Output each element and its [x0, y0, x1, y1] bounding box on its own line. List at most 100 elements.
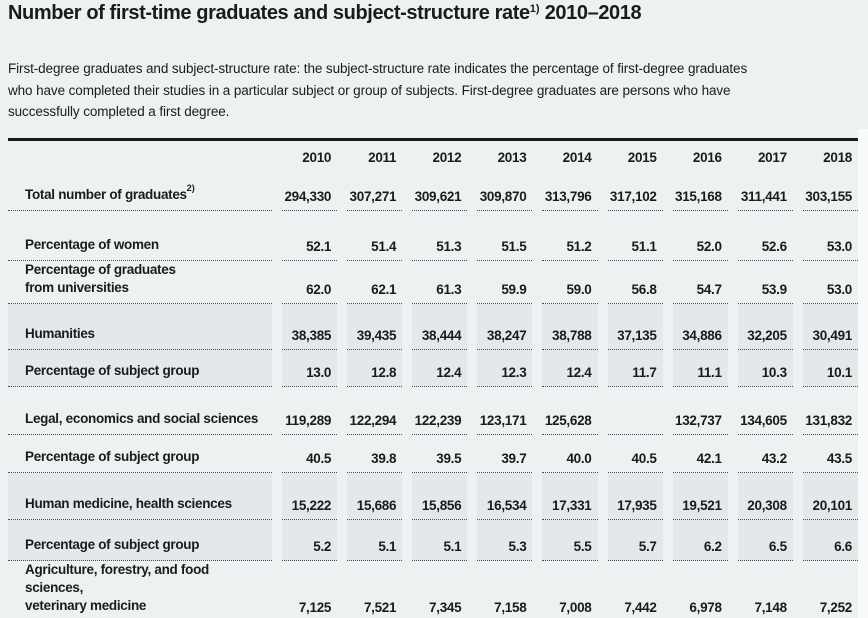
year-column-header: 2010 — [302, 149, 332, 165]
year-column-header: 2011 — [368, 149, 397, 165]
table-cell: 309,870 — [477, 175, 533, 211]
graduates-table: 2010 2011 2012 2013 2014 2015 2016 2017 2018 Tota… — [8, 141, 858, 618]
table-row: Legal, economics and social sciences 119,… — [8, 387, 858, 435]
table-cell: 313,796 — [542, 175, 598, 211]
page-title-years: 2010–2018 — [539, 2, 642, 24]
table-cell: 11.1 — [672, 349, 728, 387]
table-cell: 54.7 — [672, 261, 728, 304]
table-cell: 59.0 — [542, 261, 598, 304]
table-row: Percentage of subject group 40.5 39.8 39.5 3… — [8, 435, 858, 473]
year-column-header: 2017 — [757, 149, 787, 165]
table-cell: 51.3 — [412, 211, 468, 261]
row-label: Total number of graduates 2) — [8, 175, 273, 211]
table-cell: 122,239 — [412, 387, 468, 435]
row-label-text: Legal, economics and social sciences — [25, 410, 259, 426]
table-row: Percentage of graduates from universitie… — [8, 261, 858, 304]
table-cell: 17,935 — [607, 472, 663, 520]
table-cell: 38,444 — [412, 303, 468, 350]
table-cell: 12.3 — [477, 349, 533, 387]
table-cell: 311,441 — [737, 175, 793, 211]
table-cell: 5.7 — [607, 519, 663, 561]
table-cell: 52.1 — [282, 211, 338, 261]
table-cell: 39.5 — [412, 435, 468, 473]
row-label-text: Percentage of subject group — [25, 448, 200, 464]
table-cell: 7,252 — [803, 561, 858, 618]
table-cell: 132,737 — [672, 387, 728, 435]
year-column-header: 2016 — [692, 149, 722, 165]
table-cell: 303,155 — [802, 175, 858, 211]
table-cell: 51.5 — [477, 211, 533, 261]
table-cell: 53.0 — [802, 261, 858, 304]
row-label-text: Percentage of women — [25, 236, 159, 252]
table-cell: 20,101 — [802, 472, 858, 520]
intro-paragraph: First-degree graduates and subject-struc… — [8, 61, 748, 119]
table-cell: 39.8 — [347, 435, 403, 473]
header-label-spacer — [8, 141, 272, 175]
table-cell: 56.8 — [607, 261, 663, 304]
table-row: Percentage of subject group 5.2 5.1 5.1 5.3 5… — [8, 519, 858, 561]
row-label: Percentage of women — [8, 211, 273, 261]
table-cell: 10.3 — [737, 349, 793, 387]
table-cell: 61.3 — [412, 261, 468, 304]
table-cell: 32,205 — [737, 303, 793, 350]
table-cell: 123,171 — [477, 387, 533, 435]
year-column-header: 2014 — [562, 149, 592, 165]
table-cell: 122,294 — [347, 387, 403, 435]
table-cell: 59.9 — [477, 261, 533, 304]
table-cell: 37,135 — [607, 303, 663, 350]
table-cell: 5.1 — [412, 519, 468, 561]
row-label: Percentage of subject group — [8, 349, 273, 387]
row-label-text: Agriculture, forestry, and food sciences… — [25, 561, 209, 613]
table-cell: 40.5 — [607, 435, 663, 473]
table-cell: 13.0 — [282, 349, 338, 387]
table-cell: 62.0 — [282, 261, 338, 304]
row-label: Percentage of subject group — [8, 435, 273, 473]
table-cell: 12.4 — [542, 349, 598, 387]
table-cell: 10.1 — [802, 349, 858, 387]
table-cell: 317,102 — [607, 175, 663, 211]
table-cell: 40.0 — [542, 435, 598, 473]
row-label: Percentage of graduates from universitie… — [8, 261, 273, 304]
table-cell: 39,435 — [347, 303, 403, 350]
table-cell — [607, 387, 663, 435]
table-row: Percentage of women 52.1 51.4 51.3 51.5 51.2 5… — [8, 211, 858, 261]
table-cell: 16,534 — [477, 472, 533, 520]
table-cell: 6.6 — [802, 519, 858, 561]
table-cell: 7,521 — [347, 561, 402, 618]
right-margin-strip — [858, 129, 868, 618]
table-cell: 119,289 — [282, 387, 338, 435]
table-row: Agriculture, forestry, and food sciences… — [8, 561, 858, 618]
table-cell: 34,886 — [672, 303, 728, 350]
table-cell: 6.2 — [672, 519, 728, 561]
row-label: Agriculture, forestry, and food sciences… — [8, 561, 272, 618]
table-cell: 19,521 — [672, 472, 728, 520]
table-cell: 7,158 — [477, 561, 532, 618]
table-cell: 6,978 — [673, 561, 728, 618]
header-rule — [8, 137, 860, 141]
table-cell: 62.1 — [347, 261, 403, 304]
table-row: Humanities 38,385 39,435 38,444 38,247 38,788… — [8, 303, 858, 350]
row-label: Legal, economics and social sciences — [8, 387, 273, 435]
table-cell: 294,330 — [282, 175, 338, 211]
row-label-text: Percentage of graduates from universitie… — [25, 261, 176, 295]
table-cell: 15,856 — [412, 472, 468, 520]
table-cell: 51.2 — [542, 211, 598, 261]
table-row: Human medicine, health sciences 15,222 15,… — [8, 472, 858, 520]
year-column-header: 2013 — [497, 149, 527, 165]
table-cell: 38,247 — [477, 303, 533, 350]
table-cell: 53.0 — [802, 211, 858, 261]
row-label-text: Human medicine, health sciences — [25, 495, 232, 511]
table-cell: 5.5 — [542, 519, 598, 561]
table-header-row: 2010 2011 2012 2013 2014 2015 2016 2017 2018 — [8, 141, 858, 175]
table-cell: 52.6 — [737, 211, 793, 261]
table-cell: 11.7 — [607, 349, 663, 387]
row-footnote-marker: 2) — [186, 182, 195, 193]
table-cell: 7,148 — [738, 561, 793, 618]
table-cell: 5.1 — [347, 519, 403, 561]
row-label-text: Total number of graduates — [25, 186, 187, 202]
table-cell: 42.1 — [672, 435, 728, 473]
table-cell: 15,686 — [347, 472, 403, 520]
table-cell: 38,385 — [282, 303, 338, 350]
table-cell: 307,271 — [347, 175, 403, 211]
